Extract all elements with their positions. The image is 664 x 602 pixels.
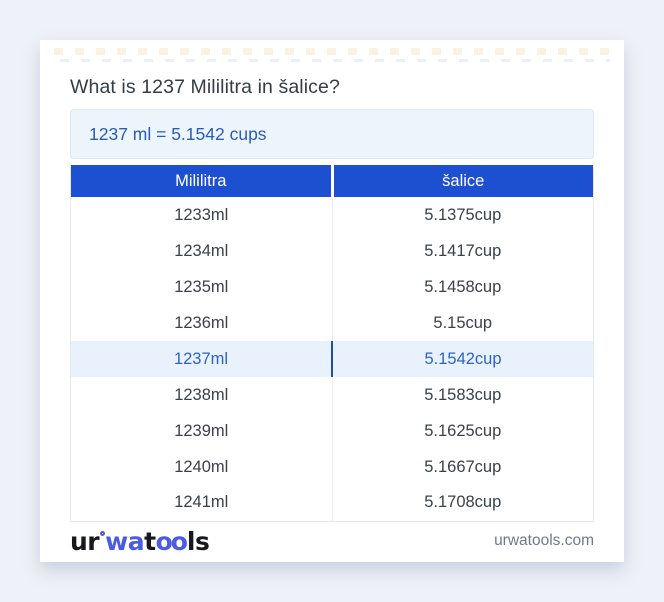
conversion-table: Mililitra šalice 1233ml 5.1375cup 1234ml 5.…	[70, 165, 594, 522]
ml-cell: 1236ml	[174, 313, 229, 332]
ml-cell: 1233ml	[174, 205, 229, 224]
table-header: Mililitra šalice	[70, 165, 594, 197]
table-row: 1239ml 5.1625cup	[71, 413, 594, 449]
logo-text-blue: wa	[105, 526, 145, 556]
table-row-highlighted: 1237ml 5.1542cup	[70, 341, 594, 377]
logo-text-dark: t	[144, 526, 156, 556]
table-row: 1233ml 5.1375cup	[71, 197, 594, 233]
ml-cell: 1238ml	[174, 385, 229, 404]
ml-cell: 1239ml	[174, 421, 229, 440]
table-row: 1234ml 5.1417cup	[71, 233, 594, 269]
table-body: 1233ml 5.1375cup 1234ml 5.1417cup 1235ml 5.14…	[70, 197, 594, 521]
cup-cell[interactable]: 5.1542cup	[331, 341, 594, 377]
site-domain: urwatools.com	[494, 532, 594, 549]
table-row: 1238ml 5.1583cup	[71, 377, 594, 413]
decorative-dashes	[54, 48, 610, 66]
conversion-result-box: 1237 ml = 5.1542 cups	[70, 109, 594, 159]
header-row: Mililitra šalice	[70, 165, 594, 197]
cup-cell: 5.1458cup	[331, 269, 594, 305]
urwatools-logo[interactable]: ur watools	[70, 526, 210, 556]
ml-cell: 1235ml	[174, 277, 229, 296]
cup-cell: 5.1708cup	[331, 485, 594, 521]
conversion-result-text: 1237 ml = 5.1542 cups	[89, 123, 267, 144]
cup-cell: 5.1375cup	[331, 197, 594, 233]
table-row: 1240ml 5.1667cup	[71, 449, 594, 485]
cup-cell: 5.1625cup	[331, 413, 594, 449]
column-header-mililitra: Mililitra	[70, 165, 332, 197]
ml-cell: 1234ml	[174, 241, 229, 260]
ml-cell: 1241ml	[174, 493, 229, 512]
logo-text-dark: ur	[70, 526, 100, 556]
cup-cell: 5.15cup	[331, 305, 594, 341]
cup-cell: 5.1583cup	[331, 377, 594, 413]
card-footer: ur watools urwatools.com	[70, 522, 594, 561]
converter-card: What is 1237 Mililitra in šalice? 1237 m…	[40, 40, 624, 562]
ml-cell[interactable]: 1237ml	[173, 349, 229, 368]
ml-cell: 1240ml	[174, 457, 229, 476]
table-row: 1235ml 5.1458cup	[71, 269, 594, 305]
column-header-salice: šalice	[330, 165, 594, 197]
table-row: 1241ml 5.1708cup	[71, 485, 594, 521]
page-title: What is 1237 Mililitra in šalice?	[70, 76, 340, 98]
cup-cell: 5.1667cup	[331, 449, 594, 485]
conversion-table-wrap: Mililitra šalice 1233ml 5.1375cup 1234ml 5.…	[70, 165, 594, 522]
cup-cell: 5.1417cup	[331, 233, 594, 269]
table-row: 1236ml 5.15cup	[71, 305, 594, 341]
logo-text-dark: ls	[186, 526, 210, 556]
logo-ring-icon	[100, 530, 106, 536]
logo-glasses-oo: oo	[155, 526, 188, 556]
